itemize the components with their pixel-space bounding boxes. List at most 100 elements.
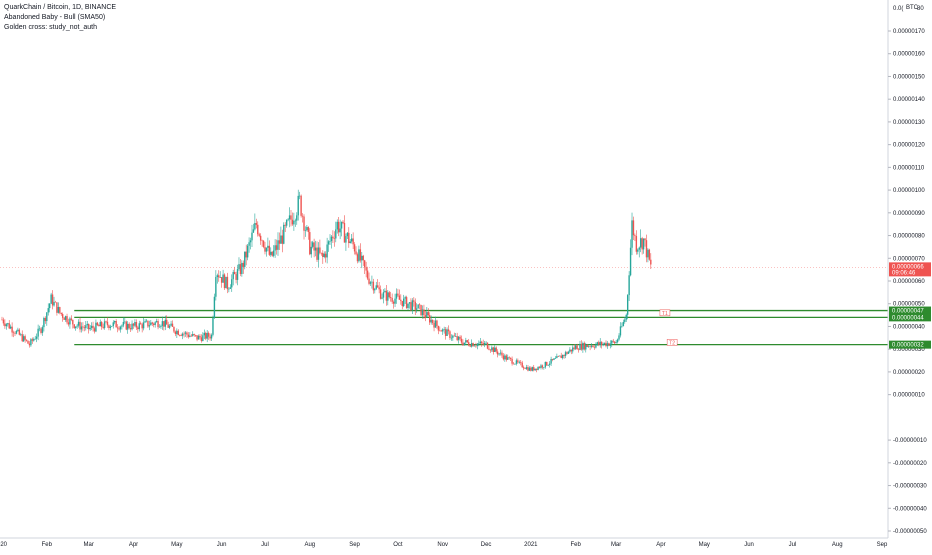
candle-body bbox=[567, 351, 570, 354]
candle-body bbox=[15, 330, 18, 334]
candle-body bbox=[246, 245, 249, 258]
candle-body bbox=[413, 300, 415, 302]
candle-body bbox=[313, 242, 315, 251]
candle-body bbox=[106, 321, 109, 326]
candle-body bbox=[7, 323, 9, 325]
candle-body bbox=[355, 251, 357, 255]
candle-body bbox=[323, 253, 325, 258]
candle-body bbox=[437, 325, 440, 331]
candle-body bbox=[450, 337, 453, 339]
candle-body bbox=[644, 238, 646, 241]
candle-body bbox=[83, 327, 86, 329]
candle-body bbox=[631, 220, 633, 248]
candle-body bbox=[629, 247, 632, 276]
level-price-label: 0.00000047 bbox=[892, 309, 924, 315]
price-axis[interactable]: 0.00000170 0.00000160 0.00000150 0.00000140… bbox=[887, 0, 931, 538]
candle-body bbox=[157, 321, 159, 328]
candle-body bbox=[251, 232, 253, 241]
candle-body bbox=[244, 251, 246, 267]
currency-label: BTC bbox=[906, 5, 919, 11]
candle-body bbox=[512, 363, 515, 365]
candle-body bbox=[414, 301, 416, 310]
level-price-badge bbox=[889, 340, 931, 349]
candle-body bbox=[316, 247, 318, 260]
price-tick-label: 0.00000050 bbox=[893, 302, 925, 308]
candle-body bbox=[127, 323, 129, 330]
candle-body bbox=[171, 323, 174, 327]
candle-body bbox=[395, 293, 398, 299]
candle-body bbox=[241, 262, 243, 274]
candle-body bbox=[384, 290, 386, 293]
candle-body bbox=[434, 320, 437, 328]
candle-body bbox=[365, 267, 367, 271]
symbol-title[interactable]: QuarkChain / Bitcoin, 1D, BINANCE bbox=[4, 4, 117, 11]
candle-body bbox=[381, 297, 383, 299]
candle-body bbox=[533, 367, 535, 371]
candle-body bbox=[388, 292, 390, 298]
candle-body bbox=[416, 308, 418, 310]
price-tick-label: 0.00000110 bbox=[893, 165, 925, 171]
candle-body bbox=[404, 297, 406, 299]
candle-body bbox=[186, 332, 188, 335]
candle-body bbox=[50, 294, 52, 304]
candle-body bbox=[98, 325, 100, 327]
candle-body bbox=[559, 355, 561, 357]
candle-body bbox=[161, 321, 164, 326]
candle-body bbox=[236, 269, 239, 280]
candle-body bbox=[109, 326, 112, 329]
indicator-golden-cross[interactable]: Golden cross: study_not_auth bbox=[4, 24, 98, 31]
candle-body bbox=[564, 352, 567, 356]
candle-body bbox=[17, 329, 19, 331]
candle-body bbox=[488, 348, 490, 350]
candle-body bbox=[611, 340, 613, 344]
candle-body bbox=[337, 221, 340, 233]
candle-body bbox=[613, 341, 616, 344]
candle-body bbox=[496, 351, 499, 355]
candle-body bbox=[427, 312, 429, 316]
candle-body bbox=[222, 274, 224, 283]
candle-body bbox=[30, 339, 32, 346]
indicator-abandoned-baby[interactable]: Abandoned Baby - Bull (SMA50) bbox=[4, 14, 106, 21]
candle-body bbox=[648, 249, 651, 260]
candle-body bbox=[8, 323, 10, 329]
candle-body bbox=[207, 332, 210, 337]
level-price-label: 0.00000044 bbox=[892, 315, 924, 321]
candle-body bbox=[44, 317, 47, 322]
candle-body bbox=[11, 326, 13, 333]
candle-body bbox=[144, 321, 146, 323]
candle-body bbox=[348, 232, 350, 244]
candle-body bbox=[619, 326, 622, 336]
candle-body bbox=[67, 322, 70, 325]
candle-body bbox=[405, 297, 408, 308]
candle-body bbox=[89, 327, 91, 330]
candle-body bbox=[537, 367, 539, 370]
candle-body bbox=[153, 323, 155, 325]
candle-body bbox=[599, 341, 601, 345]
candle-body bbox=[430, 319, 432, 323]
candle-body bbox=[476, 343, 479, 346]
candle-body bbox=[86, 323, 88, 326]
candle-body bbox=[570, 349, 573, 352]
candle-body bbox=[190, 335, 192, 337]
candle-body bbox=[595, 344, 597, 348]
candle-body bbox=[462, 342, 464, 346]
candle-body bbox=[403, 298, 405, 307]
candle-body bbox=[489, 349, 492, 351]
candle-body bbox=[197, 335, 200, 340]
candle-body bbox=[514, 363, 516, 365]
candle-body bbox=[582, 343, 584, 350]
candle-body bbox=[301, 215, 304, 217]
candle-body bbox=[180, 335, 182, 336]
candle-body bbox=[540, 365, 542, 368]
candle-body bbox=[179, 335, 181, 336]
time-tick-label: Jul bbox=[261, 542, 269, 548]
candle-body bbox=[108, 325, 110, 329]
candle-body bbox=[641, 238, 643, 250]
target-label: T2 bbox=[669, 340, 675, 346]
candle-body bbox=[332, 236, 334, 239]
time-axis[interactable]: 020 Feb Mar Apr May Jun Jul Aug Sep Oct Nov Dec 2021… bbox=[0, 537, 888, 548]
candle-body bbox=[499, 352, 502, 354]
candle-body bbox=[288, 215, 291, 220]
